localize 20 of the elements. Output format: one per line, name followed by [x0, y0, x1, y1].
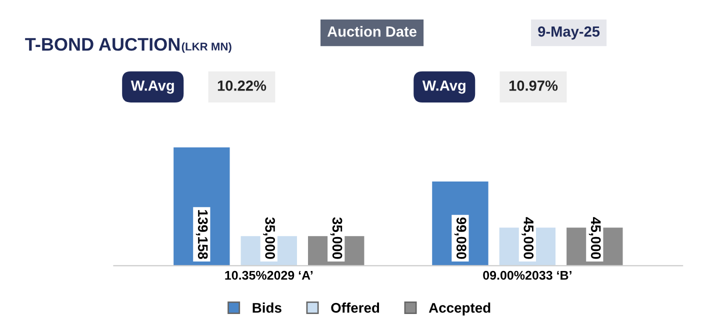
- x-tick-label: 10.35%2029 ‘A’: [225, 270, 313, 280]
- text: 10.22%: [218, 80, 266, 91]
- text: 10.97%: [509, 80, 558, 91]
- text: Auction Date: [327, 26, 416, 37]
- data-label: 35,000: [263, 217, 275, 259]
- data-label: 45,000: [522, 217, 534, 259]
- legend-label: Accepted: [428, 302, 490, 316]
- chart-title: T-BOND AUCTION: [25, 38, 180, 51]
- data-label: 45,000: [588, 217, 601, 259]
- data-label: 99,080: [454, 217, 466, 259]
- x-tick-label: 09.00%2033 ‘B’: [483, 270, 572, 280]
- text: W.Avg: [130, 80, 174, 94]
- legend-label: Bids: [252, 302, 282, 313]
- text: 9-May-25: [538, 26, 600, 40]
- data-label: 35,000: [330, 217, 342, 259]
- data-label: 139,158: [196, 210, 208, 260]
- chart-subtitle: (LKR MN): [182, 42, 232, 53]
- legend-label: Offered: [331, 302, 380, 313]
- bar: [172, 146, 230, 266]
- text: W.Avg: [422, 80, 466, 94]
